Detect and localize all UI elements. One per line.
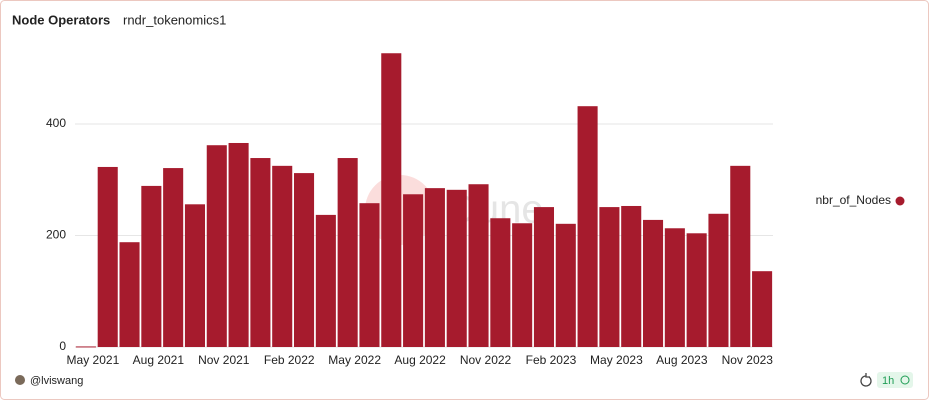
bar <box>468 184 489 347</box>
bar <box>664 228 685 347</box>
bar <box>446 189 467 347</box>
bar <box>272 165 293 347</box>
y-tick-label: 0 <box>59 339 66 353</box>
bar <box>752 271 773 347</box>
bar <box>599 207 620 347</box>
bar <box>337 158 358 347</box>
bar <box>621 205 642 347</box>
legend-marker <box>895 196 905 206</box>
author: @lviswang <box>30 375 83 387</box>
bar <box>424 188 445 347</box>
bar <box>141 185 162 347</box>
refresh-label: 1h <box>882 375 894 387</box>
bar <box>403 194 424 347</box>
x-tick-label: Aug 2023 <box>656 353 708 367</box>
bar <box>577 106 598 347</box>
bar <box>730 165 751 347</box>
bar <box>512 223 533 347</box>
bar <box>228 142 249 347</box>
bar <box>381 53 402 347</box>
x-tick-label: Nov 2023 <box>722 353 774 367</box>
x-tick-label: May 2023 <box>590 353 643 367</box>
bar <box>184 204 206 347</box>
x-tick-label: Feb 2023 <box>526 353 577 367</box>
x-tick-label: Nov 2021 <box>198 353 250 367</box>
chart-subtitle: rndr_tokenomics1 <box>123 12 226 27</box>
x-tick-label: May 2021 <box>67 353 120 367</box>
x-tick-label: May 2022 <box>328 353 381 367</box>
bar <box>490 218 511 347</box>
x-tick-label: Feb 2022 <box>264 353 315 367</box>
bar <box>555 223 576 347</box>
bar <box>206 145 227 347</box>
x-tick-label: Nov 2022 <box>460 353 512 367</box>
bar <box>359 203 380 347</box>
avatar <box>15 375 25 385</box>
bar <box>315 214 336 347</box>
check-icon <box>900 375 910 385</box>
bar <box>533 207 555 347</box>
bar <box>708 213 729 347</box>
y-tick-label: 200 <box>46 228 66 242</box>
x-tick-label: Aug 2021 <box>133 353 185 367</box>
bar <box>97 166 118 347</box>
bar <box>686 233 707 347</box>
y-tick-label: 400 <box>46 116 66 130</box>
x-tick-label: Aug 2022 <box>394 353 446 367</box>
bar <box>293 173 315 347</box>
legend-label: nbr_of_Nodes <box>816 193 891 207</box>
bar <box>642 219 664 347</box>
bar <box>163 168 184 347</box>
bar <box>250 158 271 347</box>
chart-title: Node Operators <box>12 12 110 27</box>
bar <box>75 346 96 348</box>
bar <box>119 242 140 347</box>
refresh-icon[interactable] <box>860 373 872 387</box>
